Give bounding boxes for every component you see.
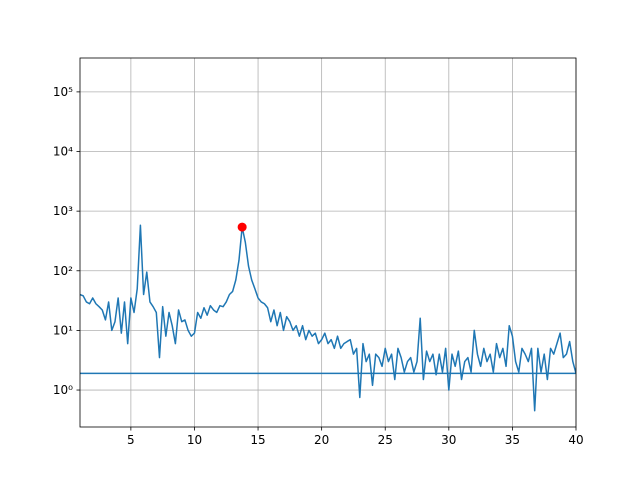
- y-tick-label: 10¹: [53, 323, 73, 337]
- x-tick-label: 20: [314, 433, 329, 447]
- grid: [80, 58, 577, 427]
- x-tick-label: 25: [378, 433, 393, 447]
- x-tick-label: 5: [127, 433, 135, 447]
- y-tick-label: 10⁴: [53, 145, 73, 159]
- axes-frame: [79, 57, 577, 428]
- plot-area: [80, 222, 576, 412]
- x-tick-label: 15: [250, 433, 265, 447]
- x-tick-label: 30: [441, 433, 456, 447]
- x-tick-label: 35: [505, 433, 520, 447]
- ticks: 5 10 15 20 25 30 35 40 10⁰ 10¹ 10² 10³ 10⁴ 10⁵: [53, 85, 584, 447]
- line-series: [80, 224, 576, 412]
- peak-marker: [237, 222, 247, 232]
- x-tick-label: 10: [187, 433, 202, 447]
- x-tick-label: 40: [568, 433, 583, 447]
- y-tick-label: 10⁵: [53, 85, 73, 99]
- y-tick-label: 10⁰: [53, 383, 73, 397]
- y-tick-label: 10²: [53, 264, 73, 278]
- y-tick-label: 10³: [53, 204, 73, 218]
